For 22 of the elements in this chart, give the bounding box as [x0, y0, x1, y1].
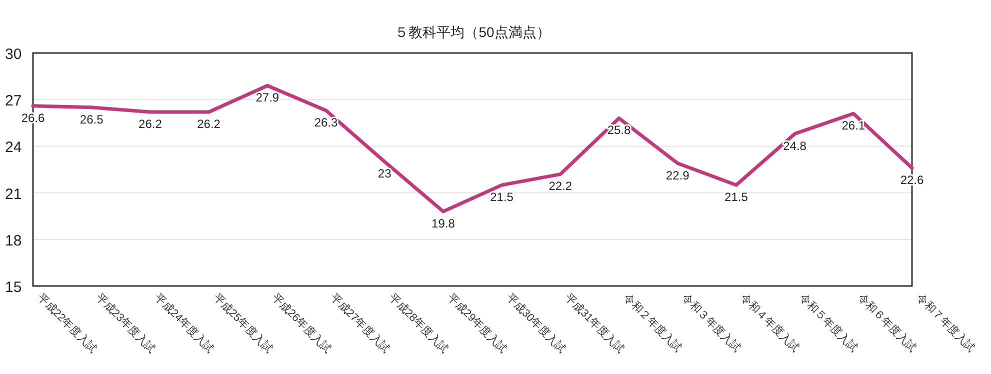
- data-label: 27.9: [256, 90, 280, 105]
- data-label: 26.5: [80, 112, 104, 126]
- data-label: 23: [378, 166, 392, 181]
- y-tick-label: 18: [5, 232, 22, 250]
- data-label: 26.2: [197, 117, 221, 132]
- y-tick-label: 21: [5, 186, 22, 203]
- data-label: 26.2: [138, 117, 162, 132]
- data-label: 26.1: [842, 118, 866, 133]
- data-label: 26.3: [314, 115, 338, 130]
- y-tick-label: 15: [5, 279, 22, 296]
- data-label: 25.8: [607, 123, 631, 138]
- y-tick-label: 27: [5, 92, 22, 110]
- data-label: 22.9: [666, 168, 690, 182]
- y-tick-label: 24: [5, 139, 22, 156]
- y-tick-label: 30: [5, 46, 22, 63]
- data-label: 24.8: [783, 138, 807, 153]
- chart-title: ５教科平均（50点満点）: [394, 24, 550, 40]
- data-label: 21.5: [724, 190, 748, 204]
- data-label: 21.5: [490, 190, 514, 204]
- data-label: 22.2: [548, 179, 572, 194]
- x-tick-label: 平成22年度入試: [34, 290, 100, 356]
- data-label: 19.8: [432, 216, 456, 230]
